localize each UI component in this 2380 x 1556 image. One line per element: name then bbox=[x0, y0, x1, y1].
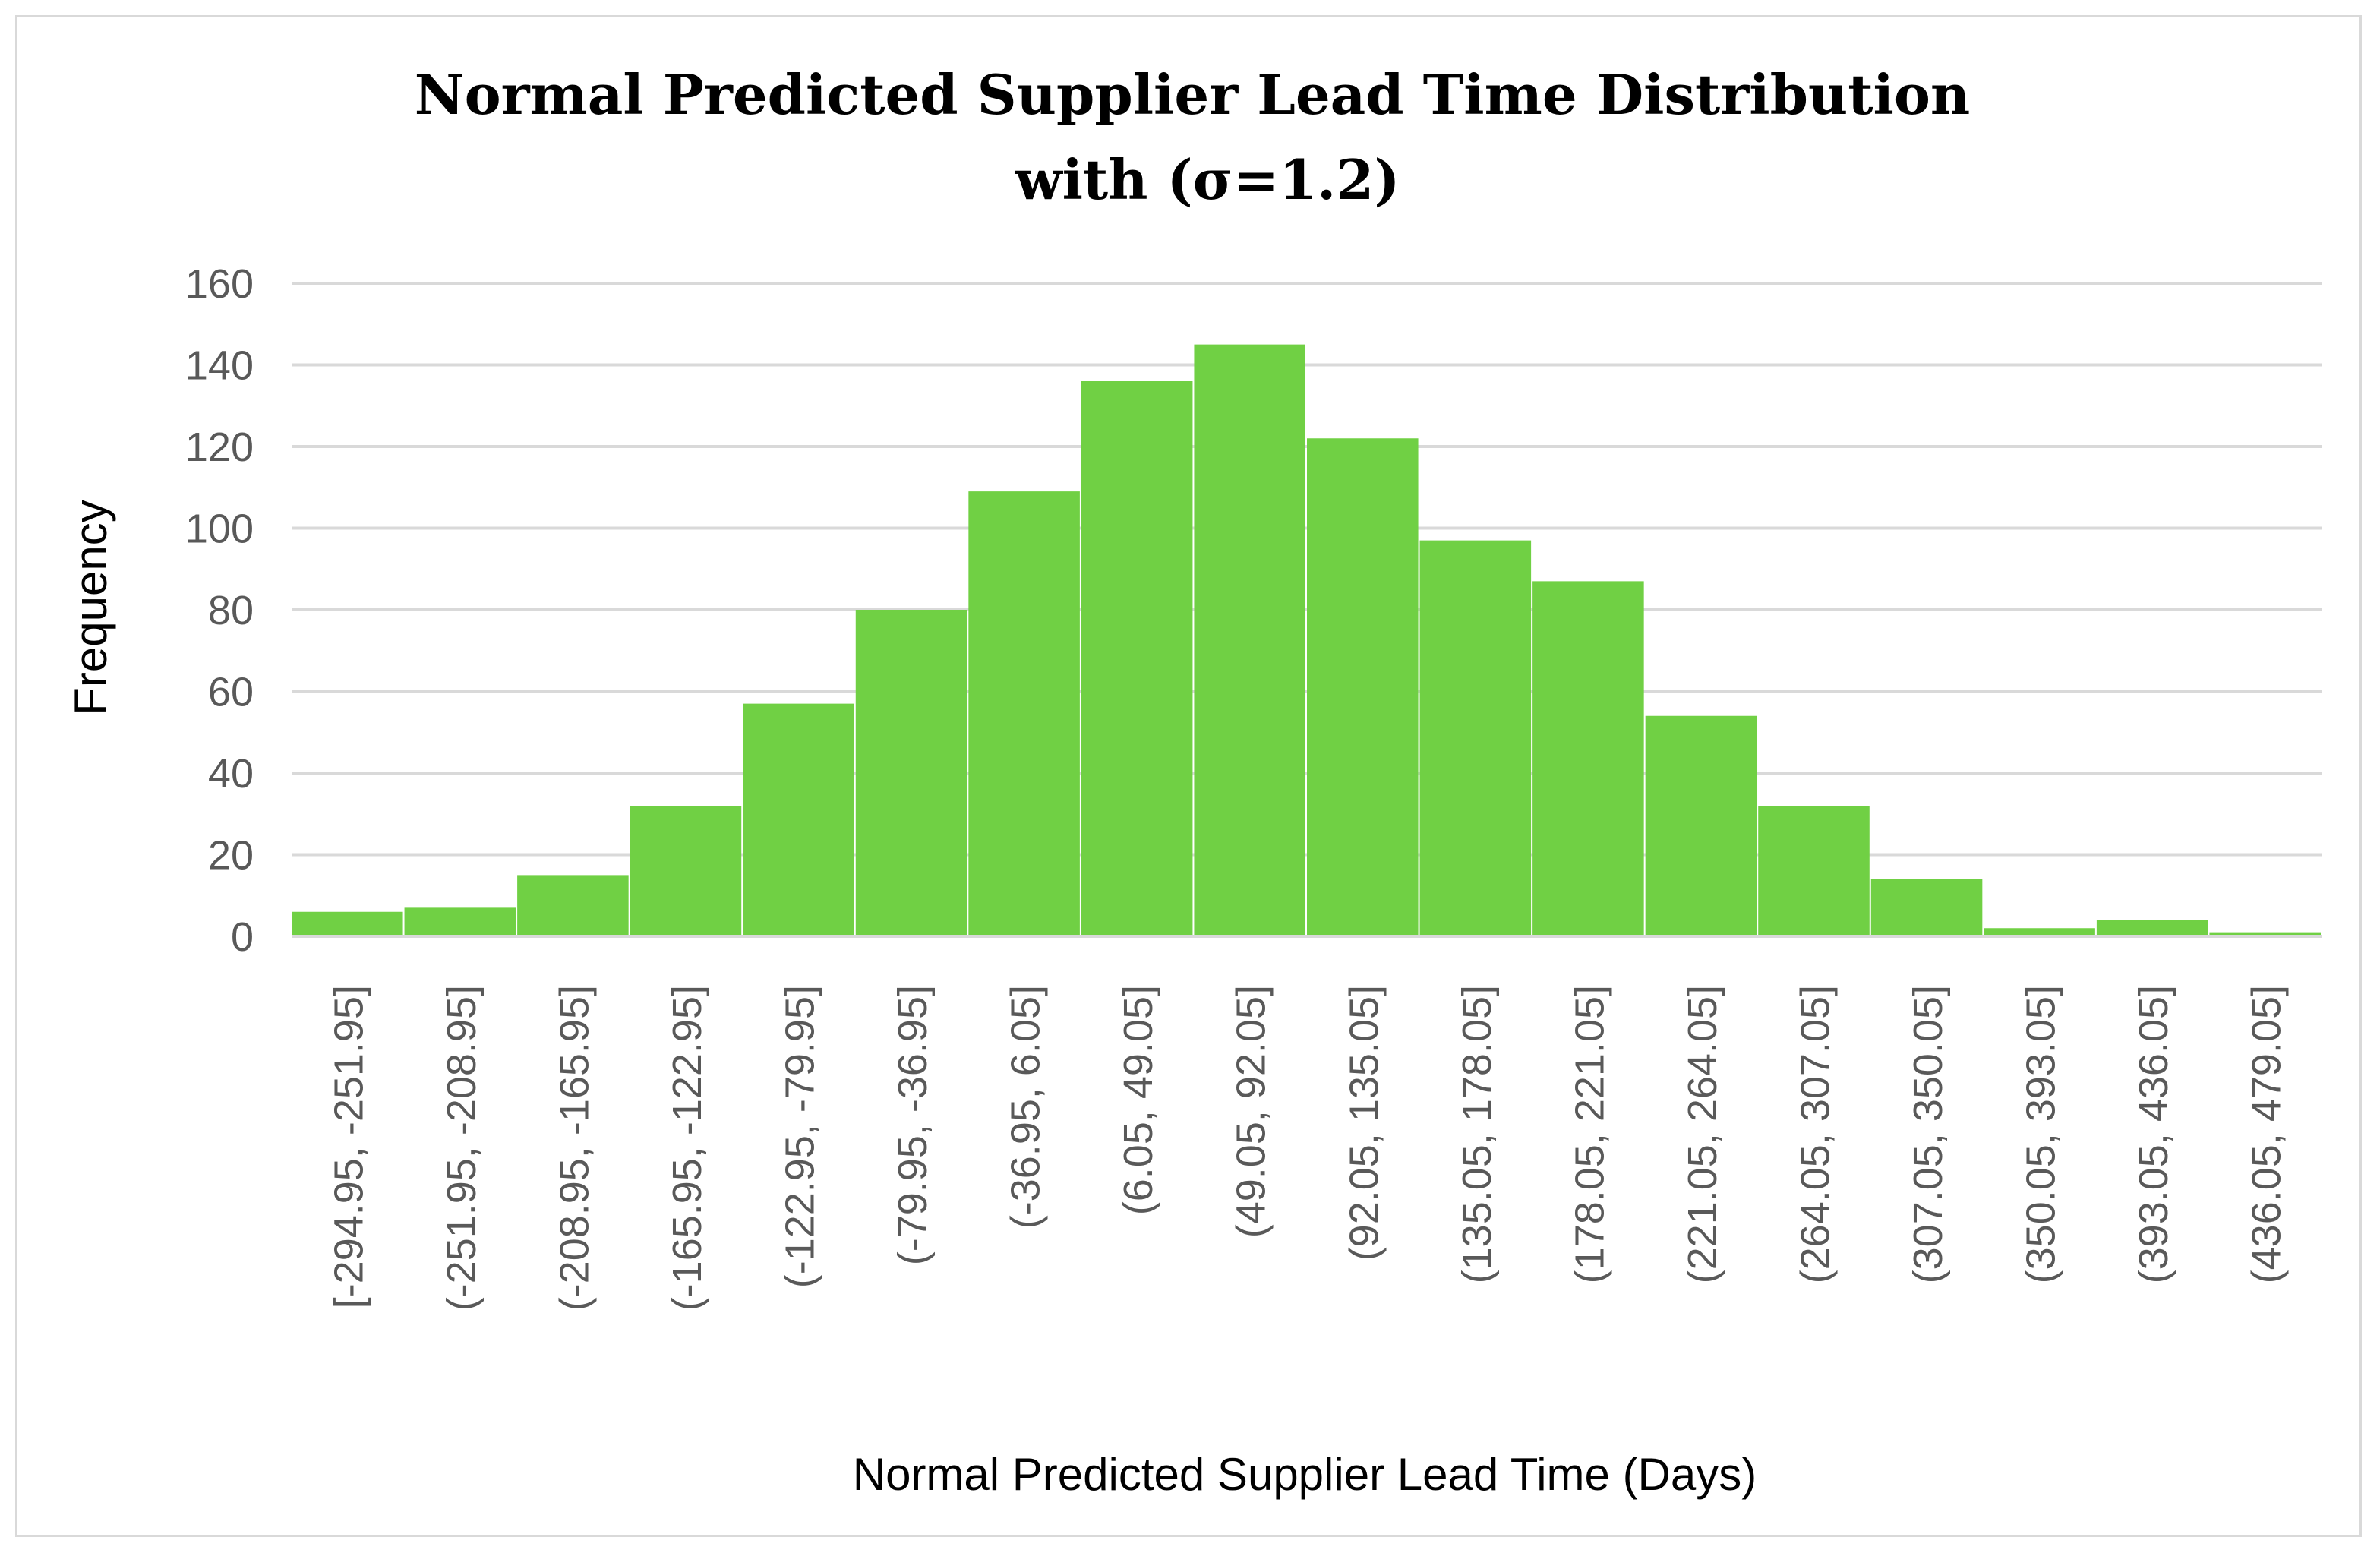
y-tick-label: 120 bbox=[185, 425, 254, 470]
y-tick-label: 140 bbox=[185, 343, 254, 389]
y-tick-label: 100 bbox=[185, 507, 254, 552]
x-tick-label: (-79.95, -36.95] bbox=[890, 985, 936, 1265]
x-tick-label: (-122.95, -79.95] bbox=[778, 985, 823, 1288]
y-tick-label: 40 bbox=[208, 751, 254, 797]
x-axis-title: Normal Predicted Supplier Lead Time (Day… bbox=[853, 1449, 1757, 1500]
bar bbox=[1758, 806, 1870, 936]
y-tick-label: 60 bbox=[208, 670, 254, 715]
y-axis-title: Frequency bbox=[65, 500, 116, 715]
bar bbox=[630, 806, 742, 936]
bar bbox=[1870, 879, 1983, 936]
bar bbox=[292, 911, 403, 936]
x-tick-label: (393.05, 436.05] bbox=[2131, 985, 2176, 1283]
y-tick-label: 160 bbox=[185, 261, 254, 307]
x-tick-label: (307.05, 350.05] bbox=[1905, 985, 1951, 1283]
bar bbox=[855, 610, 967, 936]
chart-title: Normal Predicted Supplier Lead Time Dist… bbox=[415, 62, 1970, 127]
bar bbox=[1081, 381, 1193, 936]
y-tick-label: 0 bbox=[231, 914, 254, 960]
bar bbox=[1532, 581, 1644, 936]
bar bbox=[2209, 932, 2321, 936]
y-tick-labels: 0 20 40 60 80 100 120 140 160 bbox=[185, 261, 254, 960]
x-tick-label: (6.05, 49.05] bbox=[1116, 985, 1161, 1215]
x-tick-label: (92.05, 135.05] bbox=[1341, 985, 1387, 1261]
bar bbox=[1307, 438, 1419, 936]
bar bbox=[968, 491, 1080, 936]
x-tick-label: [-294.95, -251.95] bbox=[326, 985, 371, 1308]
x-tick-label: (350.05, 393.05] bbox=[2019, 985, 2064, 1283]
x-tick-label: (178.05, 221.05] bbox=[1567, 985, 1612, 1283]
y-tick-label: 80 bbox=[208, 588, 254, 633]
x-tick-label: (-251.95, -208.95] bbox=[439, 985, 485, 1311]
y-tick-label: 20 bbox=[208, 833, 254, 879]
x-tick-label: (49.05, 92.05] bbox=[1229, 985, 1274, 1238]
chart-subtitle: with (σ=1.2) bbox=[1015, 147, 1400, 212]
x-tick-label: (135.05, 178.05] bbox=[1454, 985, 1500, 1283]
bars bbox=[292, 344, 2321, 936]
bar bbox=[1194, 344, 1305, 936]
bar bbox=[404, 907, 516, 936]
x-tick-label: (-208.95, -165.95] bbox=[551, 985, 597, 1311]
bar bbox=[2096, 920, 2208, 936]
x-tick-label: (-36.95, 6.05] bbox=[1003, 985, 1049, 1229]
bar bbox=[743, 703, 854, 936]
bar bbox=[1645, 715, 1757, 936]
bar bbox=[1984, 928, 2095, 936]
x-tick-label: (436.05, 479.05] bbox=[2244, 985, 2290, 1283]
bar bbox=[517, 875, 629, 936]
x-tick-label: (264.05, 307.05] bbox=[1793, 985, 1839, 1283]
x-tick-label: (-165.95, -122.95] bbox=[664, 985, 710, 1311]
x-tick-label: (221.05, 264.05] bbox=[1680, 985, 1725, 1283]
x-tick-labels: [-294.95, -251.95] (-251.95, -208.95] (-20… bbox=[326, 985, 2289, 1311]
bar bbox=[1419, 540, 1532, 936]
